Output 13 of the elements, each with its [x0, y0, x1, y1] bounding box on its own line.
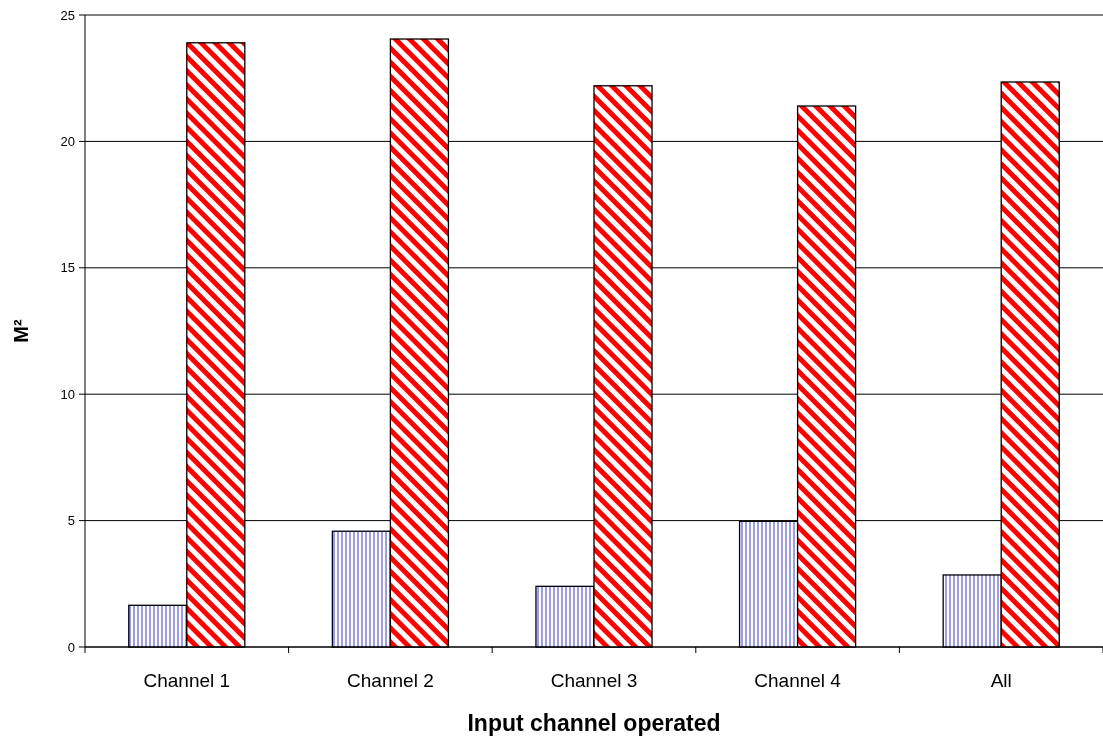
y-tick-label: 5 [67, 513, 75, 529]
x-tick-label: Channel 4 [754, 670, 842, 691]
x-tick-label: Channel 1 [143, 670, 231, 691]
x-axis-title: Input channel operated [467, 710, 721, 736]
x-tick-label: All [990, 670, 1012, 691]
x-tick-label: Channel 3 [550, 670, 638, 691]
x-tick-label: Channel 2 [347, 670, 434, 691]
y-tick-label: 25 [60, 7, 75, 23]
y-tick-label: 0 [67, 639, 75, 655]
y-axis-title: M² [10, 319, 32, 343]
y-tick-label: 15 [60, 260, 75, 276]
y-tick-label: 10 [60, 386, 75, 402]
y-tick-label: 20 [60, 133, 75, 149]
